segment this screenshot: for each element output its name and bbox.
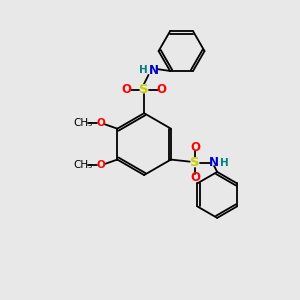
Text: O: O bbox=[122, 83, 131, 96]
Text: N: N bbox=[149, 64, 159, 77]
Text: S: S bbox=[139, 83, 149, 96]
Text: O: O bbox=[157, 83, 167, 96]
Text: CH₃: CH₃ bbox=[73, 160, 92, 170]
Text: O: O bbox=[97, 160, 106, 170]
Text: H: H bbox=[220, 158, 229, 167]
Text: S: S bbox=[190, 156, 200, 169]
Text: O: O bbox=[190, 171, 200, 184]
Text: O: O bbox=[97, 118, 106, 128]
Text: N: N bbox=[209, 156, 219, 169]
Text: H: H bbox=[139, 65, 148, 76]
Text: CH₃: CH₃ bbox=[73, 118, 92, 128]
Text: O: O bbox=[190, 141, 200, 154]
